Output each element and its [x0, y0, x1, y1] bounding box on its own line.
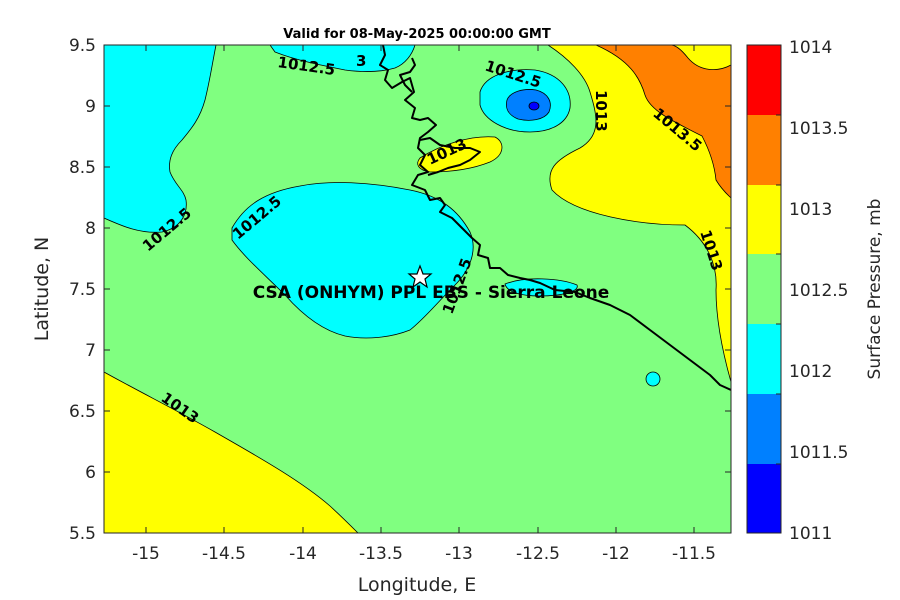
- y-tick-label: 6: [85, 463, 96, 483]
- x-tick-label: -15: [132, 544, 160, 564]
- y-tick-label: 8: [85, 219, 96, 239]
- x-tick-label: -12: [602, 544, 630, 564]
- contour-label: 3: [356, 52, 366, 70]
- region-1013-southwest: [104, 371, 359, 533]
- colorbar-tick-label: 1011: [789, 524, 832, 544]
- region-1013-5-northeast-corner: [595, 45, 731, 199]
- colorbar-band-1013: [747, 185, 781, 254]
- y-tick-label: 5.5: [69, 524, 96, 544]
- region-1011-low-dot: [528, 101, 540, 111]
- colorbar-tick-label: 1013.5: [789, 119, 848, 139]
- x-tick-label: -14: [289, 544, 317, 564]
- colorbar-band-1014: [747, 45, 781, 115]
- x-axis: -15 -14.5 -14 -13.5 -13 -12.5 -12 -11.5 …: [132, 45, 716, 596]
- x-tick-label: -11.5: [672, 544, 716, 564]
- x-tick-label: -13.5: [359, 544, 403, 564]
- y-tick-label: 7.5: [69, 280, 96, 300]
- star-icon: [407, 264, 433, 289]
- region-1012-central: [231, 182, 474, 339]
- x-tick-label: -14.5: [202, 544, 246, 564]
- border-path-east: [419, 137, 481, 176]
- contour-label: 1013: [592, 90, 610, 132]
- region-1013-northeast: [547, 45, 731, 383]
- coastline-layer: [379, 45, 731, 391]
- colorbar-tick-label: 1014: [789, 38, 832, 58]
- coastline-path: [379, 45, 731, 391]
- colorbar-band-1011-5: [747, 394, 781, 464]
- y-tick-label: 8.5: [69, 158, 96, 178]
- region-1011-5-low-core: [506, 89, 551, 121]
- x-tick-label: -12.5: [516, 544, 560, 564]
- colorbar-tick-label: 1012: [789, 362, 832, 382]
- colorbar-tick-label: 1012.5: [789, 281, 848, 301]
- colorbar-band-1013-5: [747, 115, 781, 185]
- contour-fill-layer: [104, 45, 731, 533]
- colorbar-band-1011: [747, 464, 781, 533]
- colorbar-frame: [746, 44, 782, 534]
- map-title: Valid for 08-May-2025 00:00:00 GMT: [283, 27, 551, 42]
- colorbar-tick-label: 1013: [789, 200, 832, 220]
- station-label: CSA (ONHYM) PPL EBS - Sierra Leone: [253, 283, 610, 303]
- region-1012-northwest: [104, 45, 217, 233]
- y-tick-label: 9: [85, 97, 96, 117]
- colorbar: 1011 1011.5 1012 1012.5 1013 1013.5 1014…: [746, 38, 885, 544]
- x-tick-label: -13: [445, 544, 473, 564]
- region-1013-small-patch: [417, 136, 503, 173]
- y-tick-label: 6.5: [69, 402, 96, 422]
- colorbar-band-1012-5: [747, 254, 781, 324]
- colorbar-label: Surface Pressure, mb: [865, 199, 885, 380]
- region-1012-north-centre: [269, 45, 416, 73]
- region-1012-small-circle: [645, 371, 661, 387]
- y-tick-label: 9.5: [69, 36, 96, 56]
- border-path-north: [399, 57, 416, 93]
- y-tick-label: 7: [85, 341, 96, 361]
- y-axis-label: Latitude, N: [31, 237, 53, 342]
- colorbar-band-1012: [747, 324, 781, 394]
- y-axis: 5.5 6 6.5 7 7.5 8 8.5 9 9.5 Latitude, N: [31, 36, 731, 544]
- colorbar-tick-label: 1011.5: [789, 443, 848, 463]
- x-axis-label: Longitude, E: [358, 574, 477, 596]
